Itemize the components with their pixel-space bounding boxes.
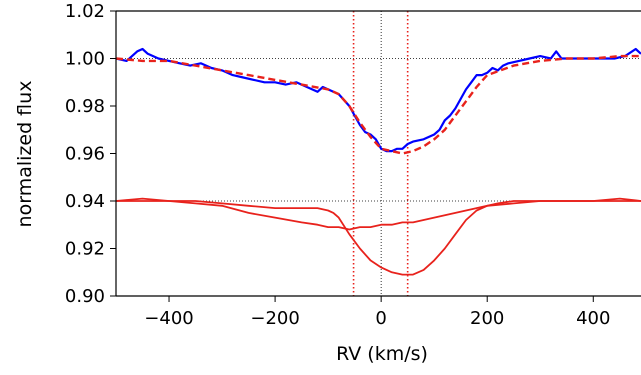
y-tick-label: 1.02 bbox=[65, 1, 105, 22]
axes bbox=[116, 11, 641, 296]
series-line-fit bbox=[116, 56, 641, 153]
y-tick-label: 1.00 bbox=[65, 49, 105, 70]
y-tick-label: 0.96 bbox=[65, 144, 105, 165]
x-tick-label: −400 bbox=[144, 308, 193, 329]
x-tick-label: 200 bbox=[470, 308, 504, 329]
y-tick-label: 0.90 bbox=[65, 286, 105, 307]
series-layer bbox=[116, 49, 641, 275]
reference-lines bbox=[116, 11, 641, 296]
x-axis-label: RV (km/s) bbox=[336, 343, 428, 365]
series-line-component-broad bbox=[116, 201, 641, 275]
series-line-component-narrow bbox=[116, 199, 641, 230]
y-tick-label: 0.92 bbox=[65, 239, 105, 260]
y-tick-label: 0.94 bbox=[65, 191, 105, 212]
x-tick-label: −200 bbox=[250, 308, 299, 329]
y-tick-label: 0.98 bbox=[65, 96, 105, 117]
x-tick-label: 0 bbox=[375, 308, 386, 329]
x-tick-label: 400 bbox=[576, 308, 610, 329]
y-axis-label: normalized flux bbox=[14, 81, 36, 228]
ticks: −400 −200 0 200 400 0.90 0.92 0.94 0.96 0.98 1.00 1… bbox=[65, 1, 611, 329]
